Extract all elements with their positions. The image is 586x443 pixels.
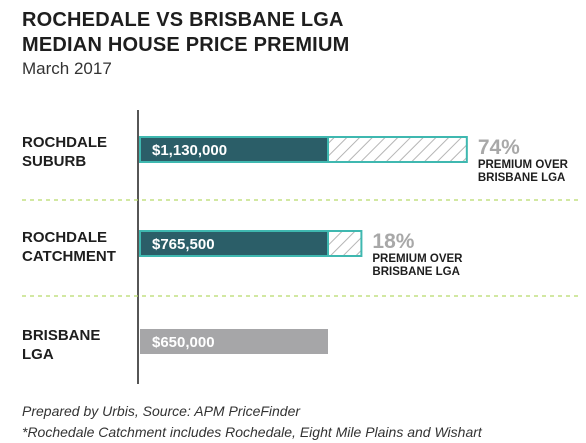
category-label-1-line-2: SUBURB — [22, 153, 86, 170]
category-label-1-line-1: ROCHDALE — [22, 134, 107, 151]
chart-subtitle: March 2017 — [22, 59, 112, 78]
category-label-2-line-2: CATCHMENT — [22, 248, 116, 265]
chart-title: ROCHEDALE VS BRISBANE LGA MEDIAN HOUSE P… — [22, 8, 349, 58]
bar-value-label-1: $1,130,000 — [152, 142, 227, 159]
chart-title-line-1: ROCHEDALE VS BRISBANE LGA — [22, 9, 344, 31]
value-bar-2 — [139, 230, 329, 257]
category-label-3-line-2: LGA — [22, 346, 54, 363]
premium-pct-label-2: 18% — [372, 230, 414, 253]
bar-value-label-3: $650,000 — [152, 334, 215, 351]
bar-value-label-2: $765,500 — [152, 236, 215, 253]
premium-pct-label-1: 74% — [478, 136, 520, 159]
premium-note-1-line-2: BRISBANE LGA — [478, 172, 566, 184]
premium-note-2-line-1: PREMIUM OVER — [372, 253, 463, 265]
footnotes: Prepared by Urbis, Source: APM PriceFind… — [22, 401, 482, 443]
value-bar-3 — [140, 329, 328, 354]
catchment-note: *Rochedale Catchment includes Rochedale,… — [22, 424, 482, 440]
category-label-2-line-1: ROCHDALE — [22, 229, 107, 246]
premium-note-1-line-1: PREMIUM OVER — [478, 159, 569, 171]
source-note: Prepared by Urbis, Source: APM PriceFind… — [22, 403, 301, 419]
category-label-3-line-1: BRISBANE — [22, 327, 100, 344]
value-bar-1 — [139, 136, 329, 163]
premium-note-2-line-2: BRISBANE LGA — [372, 266, 460, 278]
chart-title-line-2: MEDIAN HOUSE PRICE PREMIUM — [22, 34, 350, 56]
